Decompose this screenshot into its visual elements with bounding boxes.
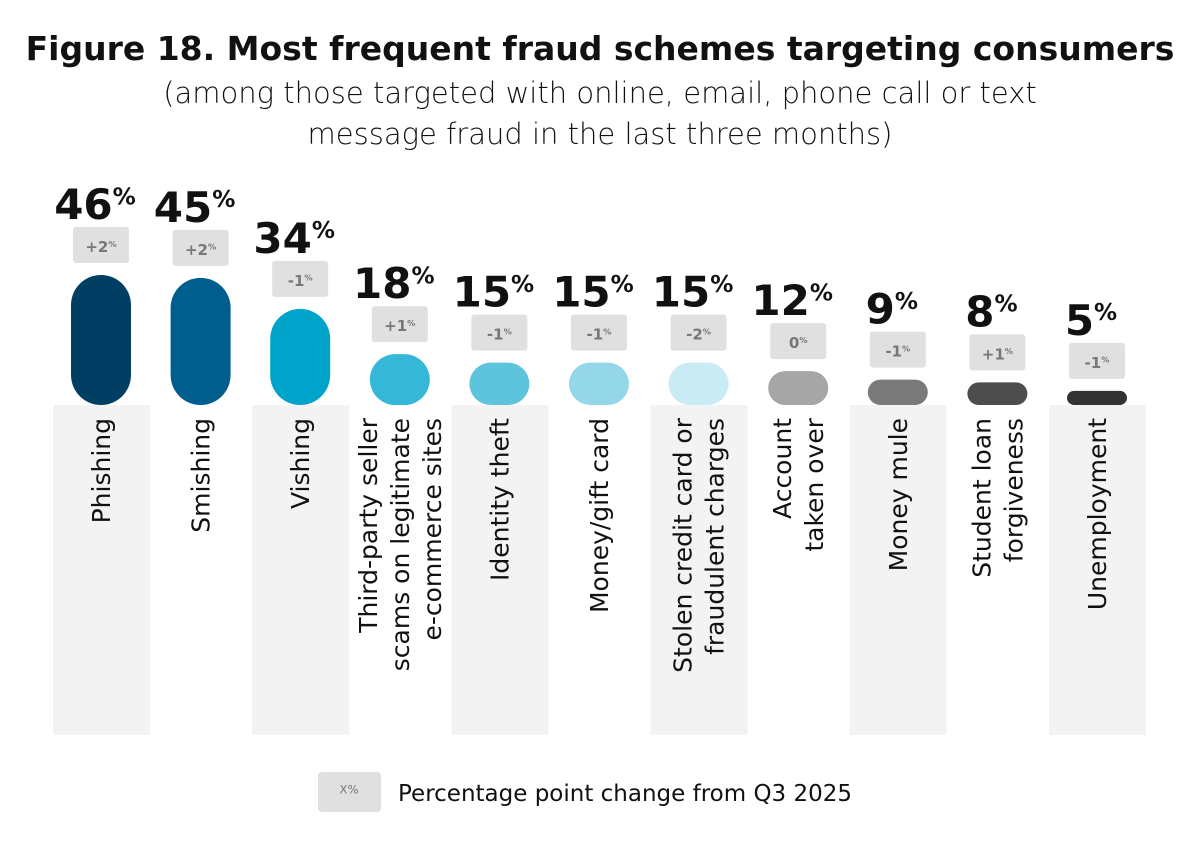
change-badge [869, 331, 926, 368]
value-label: 15% [453, 268, 535, 317]
change-badge [969, 334, 1026, 371]
change-label: +2% [185, 241, 216, 259]
x-tick-label: Smishing [187, 418, 216, 533]
change-label: -1% [288, 272, 313, 290]
value-label: 15% [652, 268, 734, 317]
x-tick-label: taken over [800, 417, 829, 551]
bar [867, 379, 928, 405]
change-badge [1069, 342, 1125, 379]
legend-key: X% [340, 783, 359, 797]
x-tick-label: fraudulent charges [701, 418, 730, 655]
change-label: +1% [982, 345, 1013, 363]
x-tick-label: e-commerce sites [418, 418, 447, 641]
column-band [849, 405, 947, 735]
value-label: 5% [1065, 296, 1117, 345]
change-badge [770, 323, 827, 360]
bar [369, 354, 430, 405]
value-label: 45% [154, 183, 236, 232]
x-tick-label: scams on legitimate [386, 418, 415, 671]
x-tick-label: Third-party seller [354, 417, 383, 633]
change-badge [670, 314, 727, 351]
column-band [252, 405, 350, 735]
bar [668, 362, 729, 405]
bar [569, 362, 629, 405]
change-label: -1% [587, 326, 612, 344]
value-label: 46% [54, 180, 136, 229]
change-label: -1% [885, 343, 910, 361]
bar [170, 277, 231, 405]
x-tick-label: Money mule [884, 418, 913, 571]
chart-title: Figure 18. Most frequent fraud schemes t… [26, 29, 1175, 68]
change-badge [571, 314, 627, 351]
change-badge [371, 306, 428, 343]
legend-key-box [318, 772, 381, 812]
change-badge [73, 227, 129, 263]
bar [270, 308, 331, 405]
column-band [53, 405, 150, 735]
chart-subtitle: (among those targeted with online, email… [163, 76, 1037, 110]
x-tick-label: forgiveness [999, 418, 1028, 562]
change-label: 0% [789, 334, 808, 352]
bar [1067, 390, 1127, 405]
change-label: -2% [686, 326, 711, 344]
bar [469, 362, 530, 405]
change-label: -1% [1085, 354, 1110, 372]
x-tick-label: Money/gift card [585, 418, 614, 613]
x-tick-label: Unemployment [1083, 418, 1112, 610]
change-label: +1% [384, 317, 415, 335]
bar [768, 371, 829, 405]
value-label: 8% [965, 287, 1017, 336]
change-badge [172, 229, 229, 266]
x-tick-label: Student loan [967, 418, 996, 578]
value-label: 15% [552, 268, 634, 317]
value-label: 34% [253, 214, 335, 263]
column-band [451, 405, 549, 735]
column-band [650, 405, 748, 735]
value-label: 12% [751, 276, 833, 325]
x-tick-label: Identity theft [485, 418, 514, 581]
bar [71, 275, 131, 405]
change-label: +2% [85, 238, 116, 256]
change-label: -1% [487, 326, 512, 344]
x-tick-label: Phishing [87, 418, 116, 523]
column-band [1049, 405, 1146, 735]
x-tick-label: Vishing [286, 418, 315, 509]
legend-label: Percentage point change from Q3 2025 [398, 781, 852, 807]
value-label: 9% [866, 285, 918, 334]
value-label: 18% [353, 259, 435, 308]
x-tick-label: Stolen credit card or [669, 417, 698, 673]
change-badge [272, 260, 329, 297]
x-tick-label: Account [768, 418, 797, 519]
bar [967, 382, 1028, 405]
change-badge [471, 314, 528, 351]
chart-subtitle: message fraud in the last three months) [308, 117, 893, 151]
